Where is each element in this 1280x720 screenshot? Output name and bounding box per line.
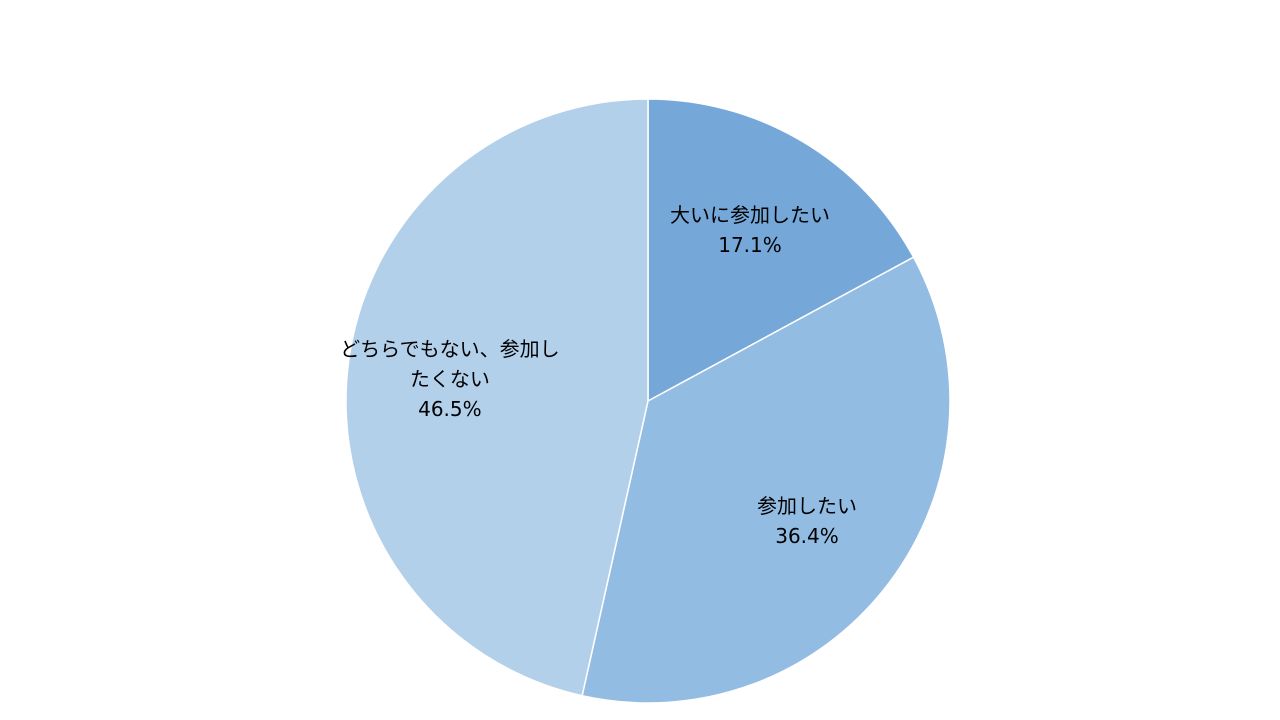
- pie-slice: [581, 256, 951, 704]
- category-label: 参加したい: [757, 494, 858, 519]
- category-label: 大いに参加したい: [670, 202, 830, 227]
- data-label: 大いに参加したい 17.1%: [635, 200, 865, 260]
- data-label: どちらでもない、参加したくない 46.5%: [335, 334, 565, 424]
- pie-slice: [647, 98, 915, 403]
- value-label: 36.4%: [775, 524, 839, 549]
- value-label: 46.5%: [418, 397, 482, 422]
- category-label: どちらでもない、参加したくない: [340, 337, 560, 392]
- value-label: 17.1%: [718, 232, 782, 257]
- data-label: 参加したい 36.4%: [692, 491, 922, 551]
- pie-slice: [345, 98, 649, 697]
